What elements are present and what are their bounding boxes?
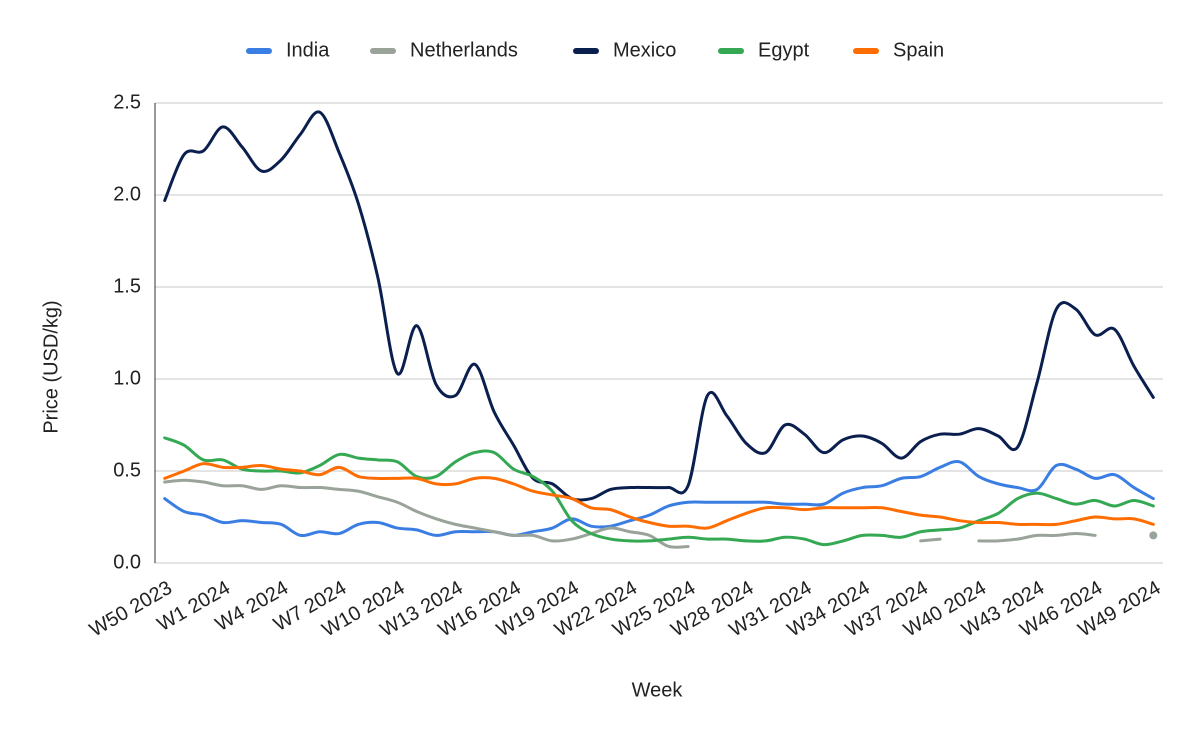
line <box>977 532 1097 543</box>
line <box>163 462 1155 530</box>
line <box>163 478 690 549</box>
y-tick-label: 2.5 <box>113 91 141 113</box>
y-tick-label: 1.5 <box>113 275 141 297</box>
line-point <box>1149 531 1158 540</box>
y-axis-title: Price (USD/kg) <box>40 300 62 433</box>
y-tick-label: 1.0 <box>113 367 141 389</box>
line <box>919 537 942 543</box>
legend-label: Mexico <box>613 39 676 61</box>
x-axis-title: Week <box>632 679 684 701</box>
legend-label: Spain <box>893 39 944 61</box>
line <box>163 110 1155 502</box>
line <box>163 460 1155 538</box>
y-tick-label: 2.0 <box>113 183 141 205</box>
legend-label: Egypt <box>758 39 810 61</box>
y-tick-label: 0.5 <box>113 459 141 481</box>
line <box>163 436 1155 547</box>
legend-label: India <box>286 39 330 61</box>
y-tick-label: 0.0 <box>113 551 141 573</box>
legend-label: Netherlands <box>410 39 518 61</box>
